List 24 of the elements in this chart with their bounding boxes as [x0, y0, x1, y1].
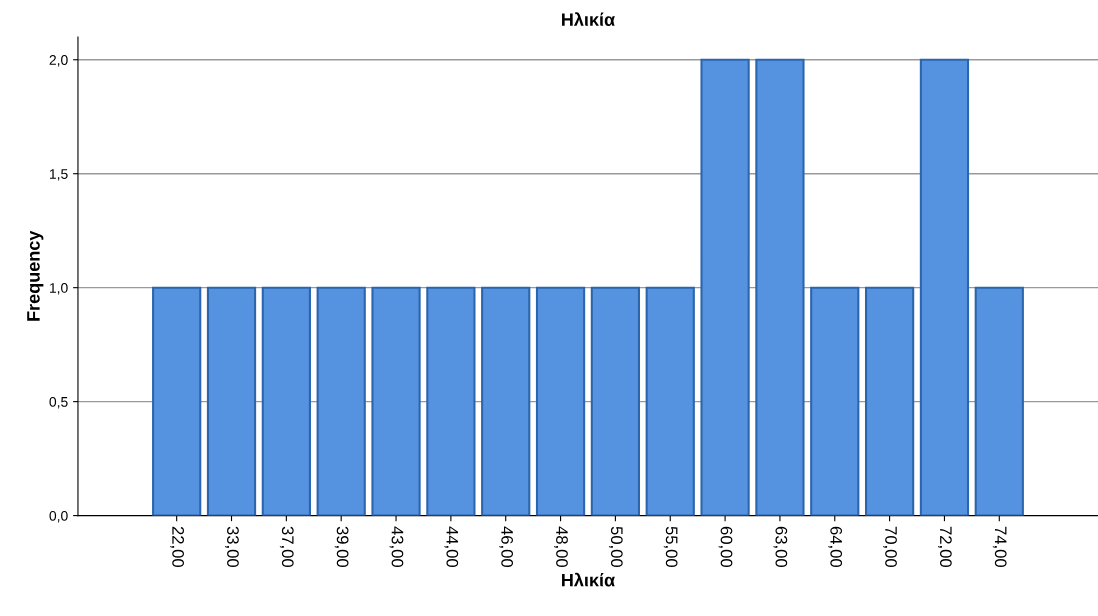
- x-tick-label: 50,00: [608, 526, 623, 568]
- x-tick-label: 74,00: [992, 526, 1007, 568]
- x-tick-label: 46,00: [499, 526, 514, 568]
- x-tick-label: 44,00: [444, 526, 459, 568]
- x-axis-title: Ηλικία: [562, 572, 615, 587]
- x-tick-label: 63,00: [773, 526, 788, 568]
- x-tick-label: 33,00: [225, 526, 239, 568]
- x-tick-label: 72,00: [938, 526, 952, 568]
- x-tick-label: 48,00: [554, 526, 568, 568]
- y-tick-label: 0,5: [49, 396, 68, 409]
- x-tick-label: 55,00: [663, 526, 678, 568]
- x-tick-label: 39,00: [334, 526, 349, 568]
- x-tick-label: 37,00: [279, 526, 294, 568]
- y-tick-label: 1,5: [49, 169, 68, 181]
- y-tick-label: 0,0: [49, 510, 68, 523]
- x-tick-label: 60,00: [718, 526, 733, 568]
- chart-title: Ηλικία: [562, 12, 615, 27]
- x-tick-label: 22,00: [170, 526, 184, 568]
- x-tick-label: 70,00: [883, 526, 897, 568]
- x-tick-label: 64,00: [828, 526, 843, 568]
- y-tick-label: 1,0: [49, 283, 68, 295]
- x-tick-label: 43,00: [389, 526, 404, 568]
- y-tick-label: 2,0: [49, 55, 68, 67]
- y-axis-title: Frequency: [27, 230, 44, 321]
